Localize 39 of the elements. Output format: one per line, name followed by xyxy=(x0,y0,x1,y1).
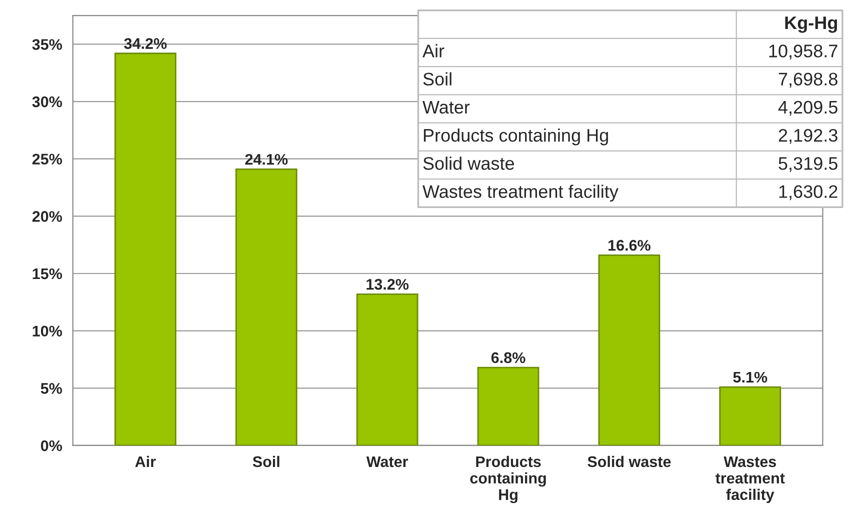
data-label: 16.6% xyxy=(608,240,650,251)
x-tick-label: Solid waste xyxy=(588,456,671,468)
category-label: Products containing Hg xyxy=(424,128,608,146)
text: 1,630.2 xyxy=(779,185,838,200)
y-tick-label: 0% xyxy=(40,440,62,452)
y-tick-label: 10% xyxy=(32,326,62,337)
x-tick-label: Air xyxy=(135,456,156,467)
text: 7,698.8 xyxy=(778,72,838,88)
y-tick-label: 30% xyxy=(32,96,62,108)
bar xyxy=(719,386,782,446)
bar xyxy=(356,293,418,446)
data-label: 24.1% xyxy=(245,154,288,165)
y-tick-label: 15% xyxy=(32,268,62,280)
bar xyxy=(235,168,298,446)
y-tick-label: 25% xyxy=(32,154,62,165)
bar xyxy=(114,52,176,446)
bar xyxy=(477,366,540,446)
x-tick-label: Products containing Hg xyxy=(470,456,546,504)
y-tick-label: 5% xyxy=(40,383,62,394)
category-label: Soil xyxy=(423,72,452,86)
category-label: Air xyxy=(422,44,444,58)
data-label: 13.2% xyxy=(366,278,409,290)
y-tick-label: 35% xyxy=(32,39,62,50)
bar xyxy=(598,254,660,446)
category-label: Water xyxy=(422,101,470,114)
text: 10,958.7 xyxy=(769,44,838,60)
data-label: 5.1% xyxy=(733,372,768,383)
data-label: 6.8% xyxy=(491,352,526,364)
x-tick-label: Wastes treatment facility xyxy=(716,456,785,504)
x-tick-label: Water xyxy=(366,456,408,468)
text: 5,319.5 xyxy=(778,157,838,172)
x-tick-label: Soil xyxy=(252,456,280,468)
text: 4,209.5 xyxy=(778,100,838,116)
text: 2,192.3 xyxy=(778,128,838,144)
category-label: Solid waste xyxy=(423,156,514,170)
data-label: 34.2% xyxy=(124,38,167,49)
y-tick-label: 20% xyxy=(32,211,62,222)
category-label: Wastes treatment facility xyxy=(422,184,618,202)
text: Kg-Hg xyxy=(785,16,837,33)
